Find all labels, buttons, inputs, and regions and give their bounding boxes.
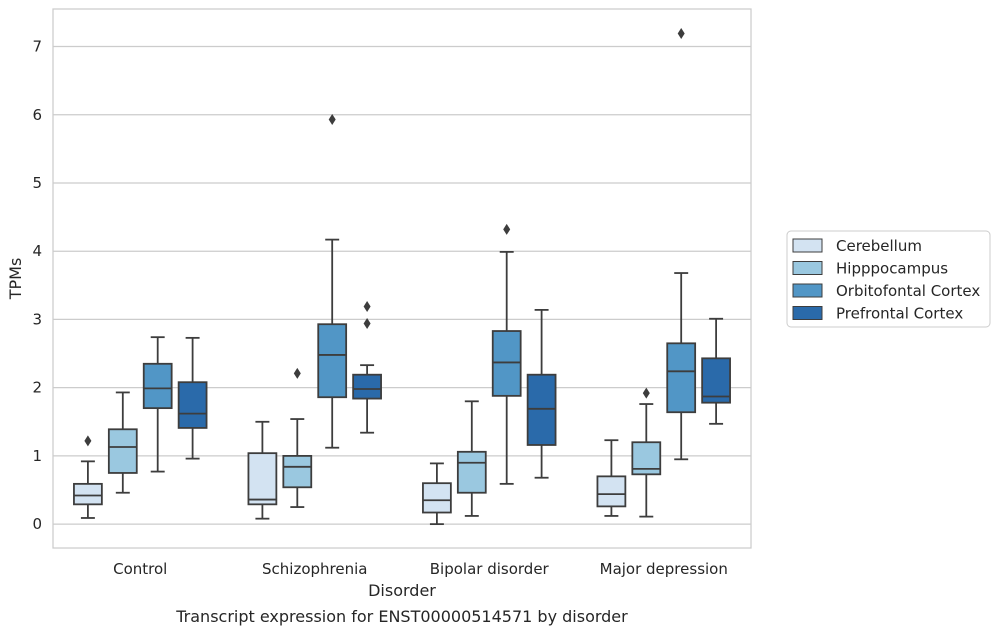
box-orbitofontal-cortex: [491, 223, 522, 485]
outlier-marker: [363, 318, 371, 330]
box-orbitofontal-cortex: [142, 336, 173, 473]
y-tick-label: 4: [32, 242, 42, 260]
y-tick-label: 3: [32, 310, 42, 328]
plot-area: [73, 28, 731, 526]
box-body: [491, 330, 522, 397]
box-body: [422, 482, 452, 514]
legend-label: Prefrontal Cortex: [836, 305, 963, 323]
box-orbitofontal-cortex: [666, 28, 697, 461]
box-body: [282, 454, 313, 489]
box-body: [317, 323, 348, 399]
legend-frame: [786, 230, 991, 328]
box-orbitofontal-cortex: [317, 114, 348, 449]
y-tick-label: 7: [32, 38, 42, 56]
box-body: [701, 357, 731, 404]
legend-swatch: [792, 261, 823, 275]
legend-swatch: [792, 283, 823, 298]
box-body: [73, 482, 103, 506]
plot-frame: [52, 8, 752, 549]
box-prefrontal-cortex: [352, 300, 382, 434]
y-tick-label: 2: [32, 379, 42, 397]
box-body: [107, 428, 138, 474]
outlier-marker: [293, 367, 301, 379]
outlier-marker: [328, 114, 336, 126]
outlier-marker: [363, 300, 371, 312]
y-tick-label: 0: [32, 515, 42, 533]
box-prefrontal-cortex: [177, 336, 208, 460]
x-tick-label: Bipolar disorder: [430, 560, 550, 578]
box-body: [352, 373, 382, 400]
y-axis-ticks: 0 1 2 3 4 5 6 7: [32, 38, 42, 534]
box-cerebellum: [73, 435, 103, 519]
x-axis-label: Disorder: [368, 581, 436, 600]
box-hipppocampus: [282, 367, 313, 508]
legend: Cerebellum Hipppocampus Orbitofontal Corte…: [786, 230, 991, 328]
box-body: [247, 452, 278, 506]
box-body: [526, 373, 557, 446]
box-prefrontal-cortex: [526, 308, 557, 479]
outlier-marker: [84, 435, 92, 447]
box-hipppocampus: [631, 387, 662, 518]
outlier-marker: [677, 28, 685, 40]
box-cerebellum: [596, 439, 627, 517]
x-tick-label: Major depression: [600, 560, 728, 578]
box-body: [456, 450, 487, 494]
y-axis-label: TPMs: [6, 258, 25, 301]
x-tick-label: Schizophrenia: [262, 560, 367, 578]
legend-label: Hipppocampus: [836, 260, 948, 278]
legend-swatch: [792, 306, 823, 320]
box-body: [177, 381, 208, 429]
box-body: [666, 342, 697, 414]
box-prefrontal-cortex: [701, 317, 731, 425]
outlier-marker: [503, 223, 511, 235]
y-tick-label: 1: [32, 447, 42, 465]
x-axis-ticks: Control Schizophrenia Bipolar disorder Majo…: [113, 560, 728, 578]
box-hipppocampus: [456, 400, 487, 517]
legend-label: Orbitofontal Cortex: [836, 282, 980, 300]
x-tick-label: Control: [113, 560, 167, 578]
box-cerebellum: [247, 420, 278, 520]
chart-title: Transcript expression for ENST0000051457…: [175, 607, 628, 626]
box-cerebellum: [422, 462, 452, 526]
box-body: [142, 362, 173, 410]
legend-swatch: [792, 238, 823, 253]
outlier-marker: [642, 387, 650, 399]
box-body: [596, 475, 627, 508]
legend-label: Cerebellum: [836, 237, 922, 255]
y-tick-label: 5: [32, 174, 42, 192]
box-hipppocampus: [107, 391, 138, 494]
y-tick-label: 6: [32, 106, 42, 124]
